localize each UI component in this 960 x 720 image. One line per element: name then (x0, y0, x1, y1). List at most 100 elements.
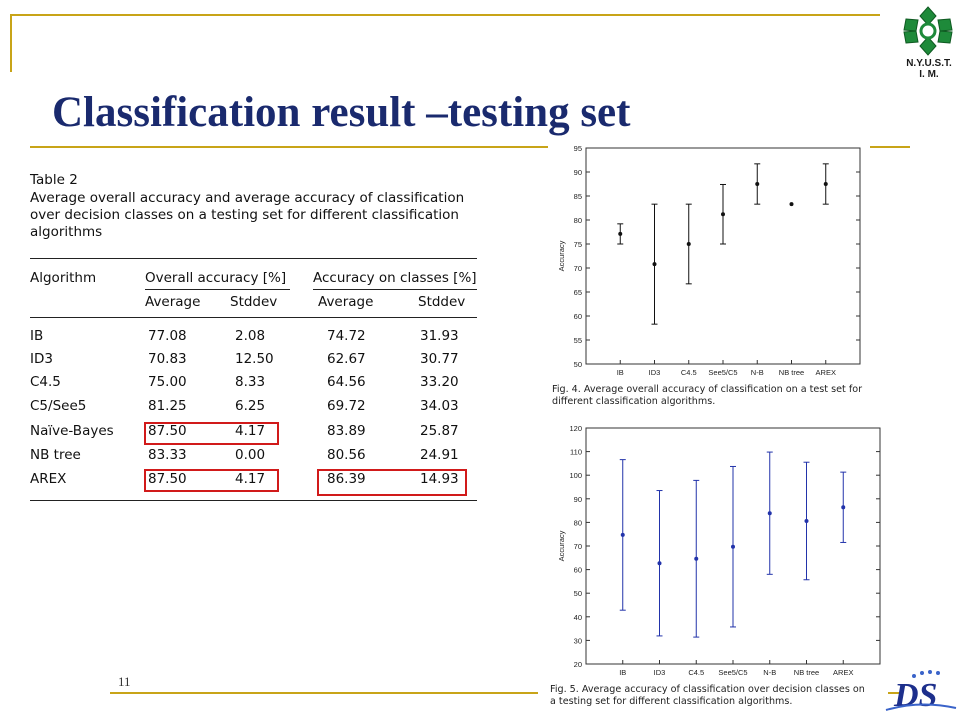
data-point (767, 511, 772, 516)
highlight-box-naive-bayes (144, 422, 279, 445)
title-underline (30, 146, 910, 148)
cell-overall-average: 87.50 (148, 471, 187, 487)
y-tick-label: 20 (574, 660, 582, 669)
data-point (755, 182, 760, 186)
ds-logo-text: DS (893, 677, 937, 714)
y-tick-label: 65 (574, 288, 582, 297)
col-header-algorithm: Algorithm (30, 270, 97, 286)
table-bottom-rule (30, 500, 477, 502)
cell-overall-stddev: 6.25 (235, 398, 266, 414)
data-point (657, 561, 662, 566)
y-tick-label: 110 (570, 448, 582, 457)
figure-5-caption-line: Fig. 5. Average accuracy of classificati… (550, 684, 865, 695)
table-caption-label: Table 2 (30, 172, 78, 188)
cell-overall-stddev: 2.08 (235, 328, 266, 344)
y-tick-label: 50 (574, 589, 582, 598)
table-caption-line: Average overall accuracy and average acc… (30, 190, 465, 206)
cell-class-stddev: 30.77 (420, 351, 459, 367)
x-tick-label: See5/C5 (718, 668, 747, 677)
table-caption-line: algorithms (30, 224, 103, 240)
left-frame-line (10, 14, 12, 72)
y-tick-label: 80 (574, 216, 582, 225)
data-point (620, 532, 625, 537)
y-tick-label: 55 (574, 336, 582, 345)
cell-algorithm: AREX (30, 471, 67, 487)
y-axis-label: Accuracy (557, 530, 566, 561)
col-header-overall-average: Average (145, 294, 201, 310)
table-top-rule (30, 258, 477, 260)
y-tick-label: 40 (574, 613, 582, 622)
cell-class-average: 64.56 (327, 374, 366, 390)
data-point (686, 242, 691, 246)
x-tick-label: IB (619, 668, 626, 677)
cell-class-average: 83.89 (327, 423, 366, 439)
cell-algorithm: ID3 (30, 351, 53, 367)
x-tick-label: ID3 (649, 368, 661, 377)
cell-overall-average: 83.33 (148, 447, 187, 463)
cell-algorithm: Naïve-Bayes (30, 423, 114, 439)
x-tick-label: See5/C5 (708, 368, 737, 377)
cell-algorithm: IB (30, 328, 44, 344)
group2-rule (313, 289, 477, 291)
col-group-overall: Overall accuracy [%] (145, 270, 287, 286)
x-tick-label: NB tree (779, 368, 804, 377)
cell-overall-average: 77.08 (148, 328, 187, 344)
cell-overall-stddev: 8.33 (235, 374, 266, 390)
data-point (731, 544, 735, 549)
y-tick-label: 75 (574, 240, 582, 249)
y-tick-label: 30 (574, 636, 582, 645)
page-number: 11 (118, 674, 131, 689)
top-frame-line (10, 14, 880, 16)
cell-overall-average: 75.00 (148, 374, 187, 390)
cell-overall-stddev: 0.00 (235, 447, 266, 463)
data-point (694, 556, 699, 561)
header-bottom-rule (30, 317, 477, 319)
figure-5-caption: Fig. 5. Average accuracy of classificati… (550, 684, 865, 708)
results-table: Table 2 Average overall accuracy and ave… (30, 170, 480, 510)
figure-5: 20 30 40 50 60 70 80 90 100 110 120 Accuracy IB ID3 C4… (538, 418, 888, 720)
x-tick-label: C4.5 (688, 668, 704, 677)
cell-overall-average: 70.83 (148, 351, 187, 367)
table-caption-line: over decision classes on a testing set f… (30, 207, 459, 223)
y-tick-label: 70 (574, 264, 582, 273)
y-tick-label: 50 (574, 360, 582, 369)
x-tick-label: N-B (763, 668, 776, 677)
x-tick-label: AREX (816, 368, 836, 377)
footer-line (110, 692, 900, 694)
data-point (618, 231, 623, 236)
ds-lab-logo-icon: DS (885, 670, 957, 714)
cell-class-average: 69.72 (327, 398, 366, 414)
slide-title: Classification result –testing set (52, 89, 631, 136)
y-tick-label: 120 (569, 424, 582, 433)
figure-4-chart: 50 55 60 65 70 75 80 85 90 95 Accuracy IB ID3 C4.5 See… (557, 144, 861, 377)
logo-caption-line1: N.Y.U.S.T. (906, 58, 952, 69)
highlight-box-arex-classes (317, 469, 467, 496)
y-tick-label: 95 (574, 144, 582, 153)
y-tick-label: 100 (569, 471, 582, 480)
y-axis-label: Accuracy (557, 240, 566, 271)
logo-caption: N.Y.U.S.T. I. M. (898, 58, 960, 80)
figure-4-caption: Fig. 4. Average overall accuracy of clas… (552, 384, 862, 408)
data-point (652, 262, 657, 267)
group1-rule (145, 289, 290, 291)
cell-algorithm: C5/See5 (30, 398, 87, 414)
cell-overall-average: 87.50 (148, 423, 187, 439)
col-group-classes: Accuracy on classes [%] (313, 270, 477, 286)
cell-class-average: 86.39 (327, 471, 366, 487)
figure-4: 50 55 60 65 70 75 80 85 90 95 Accuracy IB ID3 C4.5 See… (548, 138, 870, 410)
data-point (804, 518, 809, 523)
cell-class-average: 74.72 (327, 328, 366, 344)
y-tick-label: 90 (574, 168, 582, 177)
y-tick-label: 60 (574, 566, 582, 575)
data-point (721, 212, 725, 217)
cell-class-stddev: 25.87 (420, 423, 459, 439)
x-tick-label: C4.5 (681, 368, 697, 377)
figure-4-caption-line: different classification algorithms. (552, 396, 716, 407)
cell-overall-stddev: 4.17 (235, 471, 266, 487)
y-tick-label: 90 (574, 495, 582, 504)
cell-overall-average: 81.25 (148, 398, 187, 414)
cell-algorithm: C4.5 (30, 374, 61, 390)
nyust-flower-icon (903, 6, 953, 56)
y-tick-label: 80 (574, 518, 582, 527)
cell-class-stddev: 14.93 (420, 471, 459, 487)
